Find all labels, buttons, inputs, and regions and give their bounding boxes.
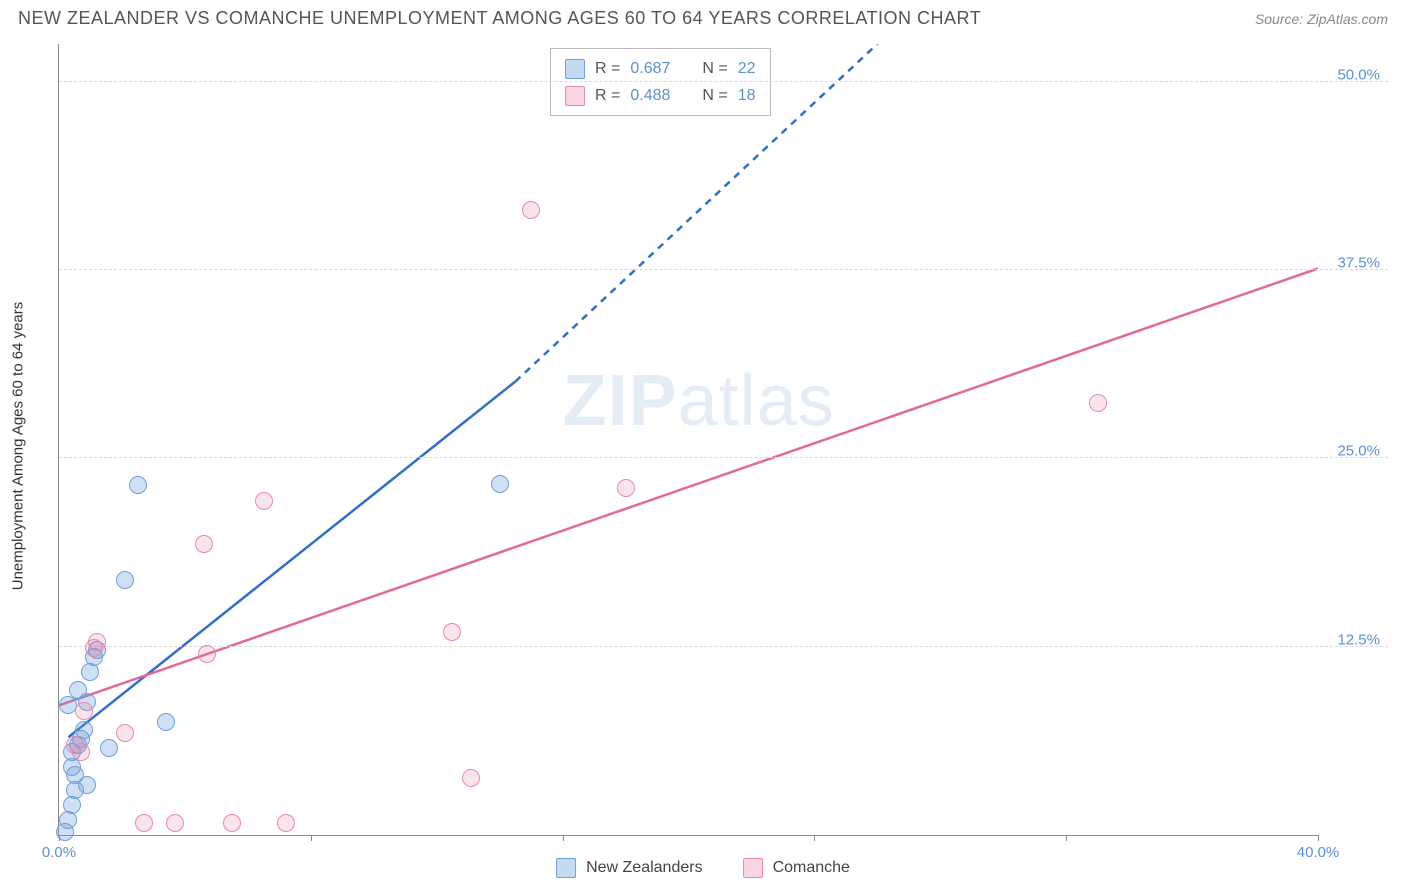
data-point — [116, 724, 134, 742]
data-point — [78, 776, 96, 794]
x-tick — [1318, 835, 1319, 841]
data-point — [75, 702, 93, 720]
data-point — [63, 758, 81, 776]
legend-item-comanche: Comanche — [743, 858, 850, 878]
y-tick-label: 37.5% — [1337, 255, 1380, 272]
chart-title: NEW ZEALANDER VS COMANCHE UNEMPLOYMENT A… — [18, 8, 981, 29]
data-point — [72, 743, 90, 761]
data-point — [129, 476, 147, 494]
gridline — [59, 457, 1388, 458]
data-point — [255, 492, 273, 510]
r-label: R = — [595, 82, 620, 109]
x-tick-label: 40.0% — [1297, 844, 1340, 861]
gridline — [59, 81, 1388, 82]
source-label: Source: — [1255, 11, 1307, 27]
x-tick — [311, 835, 312, 841]
swatch-icon — [556, 858, 576, 878]
data-point — [1089, 394, 1107, 412]
data-point — [443, 623, 461, 641]
r-value: 0.488 — [630, 82, 670, 109]
source-citation: Source: ZipAtlas.com — [1255, 11, 1388, 27]
trend-lines-layer — [59, 44, 1318, 835]
gridline — [59, 269, 1388, 270]
data-point — [135, 814, 153, 832]
swatch-icon — [565, 86, 585, 106]
swatch-icon — [743, 858, 763, 878]
y-tick-label: 12.5% — [1337, 631, 1380, 648]
data-point — [81, 663, 99, 681]
gridline — [59, 646, 1388, 647]
n-label: N = — [702, 82, 727, 109]
data-point — [491, 475, 509, 493]
r-label: R = — [595, 55, 620, 82]
data-point — [59, 811, 77, 829]
n-label: N = — [702, 55, 727, 82]
x-tick — [1066, 835, 1067, 841]
watermark-brand-a: ZIP — [563, 361, 678, 441]
n-value: 22 — [738, 55, 756, 82]
stats-legend: R = 0.687 N = 22 R = 0.488 N = 18 — [550, 48, 771, 116]
data-point — [157, 713, 175, 731]
data-point — [88, 633, 106, 651]
x-tick — [814, 835, 815, 841]
data-point — [522, 201, 540, 219]
stats-legend-row: R = 0.488 N = 18 — [565, 82, 756, 109]
x-tick-label: 0.0% — [42, 844, 76, 861]
data-point — [617, 479, 635, 497]
trend-line — [68, 381, 515, 737]
data-point — [198, 645, 216, 663]
source-value: ZipAtlas.com — [1307, 11, 1388, 27]
legend-item-new-zealanders: New Zealanders — [556, 858, 703, 878]
legend-label: Comanche — [773, 859, 850, 877]
data-point — [100, 739, 118, 757]
watermark-brand-b: atlas — [678, 361, 835, 441]
legend-label: New Zealanders — [586, 859, 703, 877]
y-tick-label: 25.0% — [1337, 443, 1380, 460]
watermark: ZIPatlas — [563, 360, 835, 442]
data-point — [166, 814, 184, 832]
x-tick — [563, 835, 564, 841]
chart-area: Unemployment Among Ages 60 to 64 years Z… — [50, 44, 1388, 848]
data-point — [63, 796, 81, 814]
n-value: 18 — [738, 82, 756, 109]
series-legend: New Zealanders Comanche — [556, 858, 850, 878]
data-point — [277, 814, 295, 832]
plot-region: ZIPatlas R = 0.687N = 22R = 0.488N = 18 … — [58, 44, 1318, 836]
r-value: 0.687 — [630, 55, 670, 82]
swatch-icon — [565, 59, 585, 79]
data-point — [195, 535, 213, 553]
y-axis-label: Unemployment Among Ages 60 to 64 years — [10, 302, 27, 591]
stats-legend-row: R = 0.687 N = 22 — [565, 55, 756, 82]
trend-line — [59, 268, 1318, 705]
data-point — [116, 571, 134, 589]
y-tick-label: 50.0% — [1337, 66, 1380, 83]
data-point — [223, 814, 241, 832]
data-point — [462, 769, 480, 787]
